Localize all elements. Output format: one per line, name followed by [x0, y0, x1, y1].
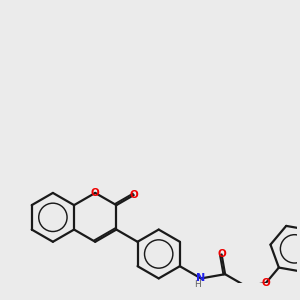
Text: O: O: [217, 250, 226, 260]
Text: H: H: [194, 280, 201, 289]
Text: O: O: [129, 190, 138, 200]
Text: O: O: [91, 188, 100, 198]
Text: N: N: [196, 273, 206, 284]
Text: O: O: [262, 278, 270, 288]
